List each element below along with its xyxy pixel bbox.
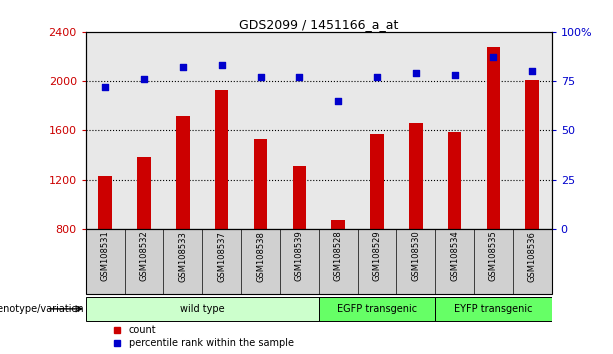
Title: GDS2099 / 1451166_a_at: GDS2099 / 1451166_a_at xyxy=(239,18,398,31)
Text: wild type: wild type xyxy=(180,304,224,314)
Bar xyxy=(487,47,500,229)
Text: GSM108537: GSM108537 xyxy=(217,231,226,282)
Point xyxy=(178,64,188,70)
Text: GSM108536: GSM108536 xyxy=(528,231,537,282)
Point xyxy=(489,55,498,60)
Text: GSM108529: GSM108529 xyxy=(373,231,381,281)
Point xyxy=(527,68,537,74)
Text: GSM108534: GSM108534 xyxy=(450,231,459,281)
Text: percentile rank within the sample: percentile rank within the sample xyxy=(129,338,294,348)
Text: count: count xyxy=(129,325,156,335)
Point xyxy=(139,76,149,82)
Point xyxy=(101,84,110,90)
Bar xyxy=(370,134,384,229)
Bar xyxy=(435,297,552,321)
Text: GSM108535: GSM108535 xyxy=(489,231,498,281)
Text: GSM108533: GSM108533 xyxy=(178,231,188,282)
Bar xyxy=(99,176,112,229)
Point xyxy=(217,63,227,68)
Bar xyxy=(215,90,229,229)
Text: genotype/variation: genotype/variation xyxy=(0,304,84,314)
Point xyxy=(372,74,382,80)
Point xyxy=(333,98,343,104)
Point xyxy=(450,72,460,78)
Text: GSM108539: GSM108539 xyxy=(295,231,304,281)
Bar xyxy=(332,220,345,229)
Point xyxy=(411,70,421,76)
Bar xyxy=(254,139,267,229)
Text: GSM108532: GSM108532 xyxy=(140,231,148,281)
Bar xyxy=(448,132,462,229)
Bar xyxy=(409,123,422,229)
Point xyxy=(256,74,265,80)
Text: GSM108531: GSM108531 xyxy=(101,231,110,281)
Text: GSM108538: GSM108538 xyxy=(256,231,265,282)
Bar xyxy=(319,297,435,321)
Bar xyxy=(86,297,319,321)
Bar xyxy=(137,158,151,229)
Text: GSM108528: GSM108528 xyxy=(333,231,343,281)
Point xyxy=(294,74,304,80)
Bar xyxy=(176,115,189,229)
Bar xyxy=(292,166,306,229)
Text: EYFP transgenic: EYFP transgenic xyxy=(454,304,533,314)
Text: EGFP transgenic: EGFP transgenic xyxy=(337,304,417,314)
Text: GSM108530: GSM108530 xyxy=(411,231,421,281)
Bar xyxy=(525,80,539,229)
